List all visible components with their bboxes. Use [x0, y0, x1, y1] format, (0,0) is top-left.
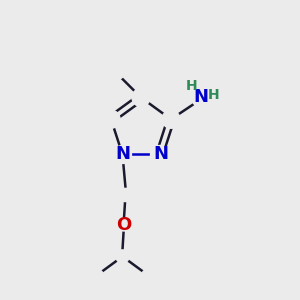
Text: H: H [208, 88, 219, 102]
Text: H: H [186, 79, 198, 93]
Circle shape [162, 110, 180, 128]
Text: O: O [116, 216, 132, 234]
Text: N: N [115, 146, 130, 164]
Text: N: N [154, 146, 169, 164]
Circle shape [141, 269, 154, 283]
Circle shape [102, 110, 120, 128]
Circle shape [119, 188, 132, 202]
Circle shape [116, 250, 129, 263]
Circle shape [132, 88, 150, 106]
Circle shape [90, 269, 104, 283]
Circle shape [151, 146, 169, 164]
Circle shape [118, 219, 130, 231]
Text: N: N [194, 88, 208, 106]
Circle shape [110, 64, 124, 80]
Circle shape [192, 89, 210, 107]
Circle shape [113, 146, 131, 164]
